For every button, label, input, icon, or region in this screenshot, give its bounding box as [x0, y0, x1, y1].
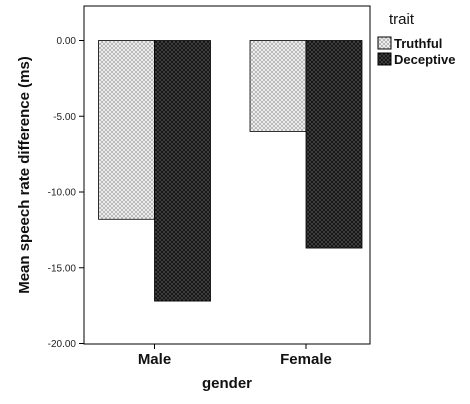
y-tick-label: -10.00 [48, 188, 77, 199]
legend-swatch-truthful [377, 36, 392, 50]
y-tick-label: -5.00 [53, 112, 76, 123]
x-tick-label: Female [280, 351, 332, 368]
y-tick-label: -20.00 [48, 339, 77, 350]
legend: trait Truthful Deceptive [377, 11, 455, 67]
legend-label-truthful: Truthful [394, 36, 442, 51]
y-tick-label: -15.00 [48, 263, 77, 274]
y-tick-label: 0.00 [57, 36, 77, 47]
x-axis-title: gender [202, 375, 252, 392]
legend-label-deceptive: Deceptive [394, 52, 455, 67]
plot-frame [83, 5, 371, 345]
bar-truthful-female [249, 40, 307, 132]
bars [98, 40, 363, 302]
legend-title: trait [389, 11, 415, 28]
bar-deceptive-male [154, 40, 211, 302]
bar-truthful-male [98, 40, 155, 220]
legend-swatch-deceptive [377, 52, 392, 66]
x-axis: Male Female [138, 344, 332, 368]
bar-deceptive-female [305, 40, 363, 249]
y-axis: 0.00 -5.00 -10.00 -15.00 -20.00 [48, 36, 84, 350]
y-axis-title: Mean speech rate difference (ms) [16, 56, 33, 294]
x-tick-label: Male [138, 351, 171, 368]
